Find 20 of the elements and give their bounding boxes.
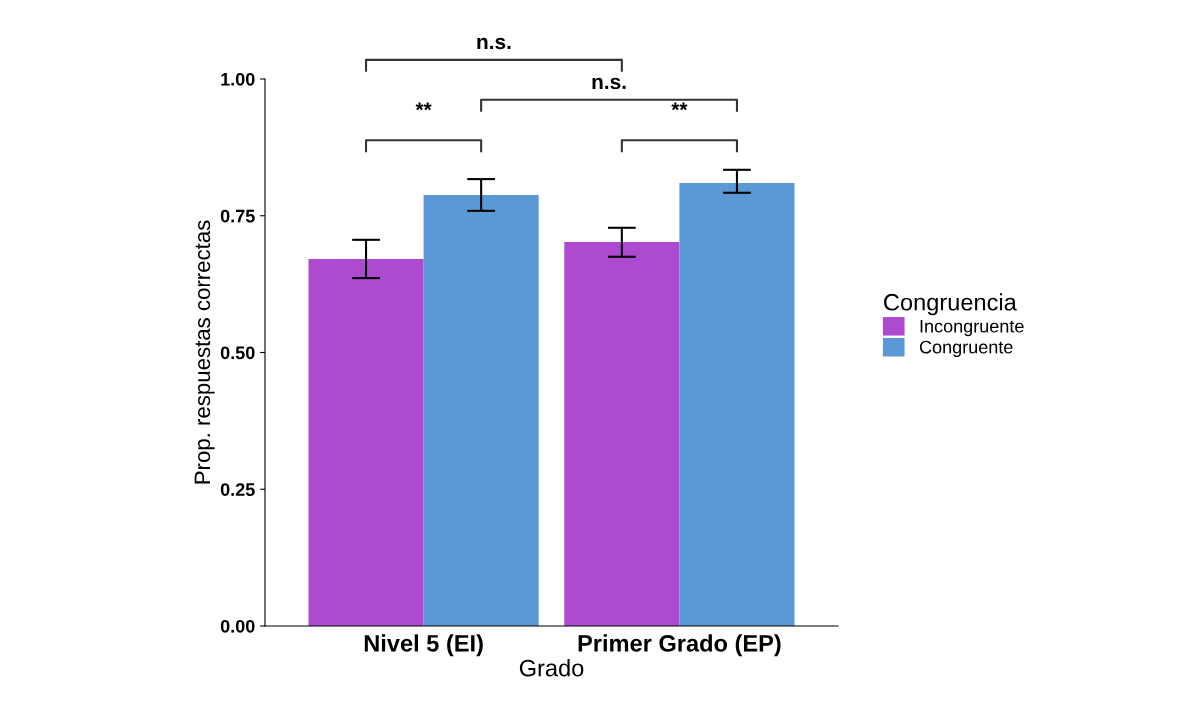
x-axis-title: Grado	[519, 659, 584, 677]
bar	[679, 182, 795, 626]
y-tick-label: 0.75	[220, 209, 255, 223]
y-tick-label: 0.00	[220, 619, 255, 633]
text: n.s.	[477, 37, 511, 50]
bar	[308, 258, 424, 626]
x-tick-label: Nivel 5 (EI)	[364, 634, 483, 657]
legend-label: Incongruente	[920, 319, 1024, 337]
legend-label: Congruente	[919, 340, 1013, 358]
y-tick-label: 0.50	[220, 346, 255, 360]
annotation: **	[415, 102, 432, 111]
x-tick-label: Primer Grado (EP)	[578, 634, 781, 657]
annotation: **	[671, 102, 688, 111]
legend-title: Congruencia	[884, 293, 1017, 316]
y-tick-label: 0.25	[220, 483, 255, 496]
y-axis-title: Prop. respuestas correctas	[194, 220, 215, 484]
bar	[423, 194, 539, 626]
y-tick-label: 1.00	[221, 72, 255, 86]
bar	[564, 242, 680, 626]
annotation: n.s.	[592, 77, 626, 90]
